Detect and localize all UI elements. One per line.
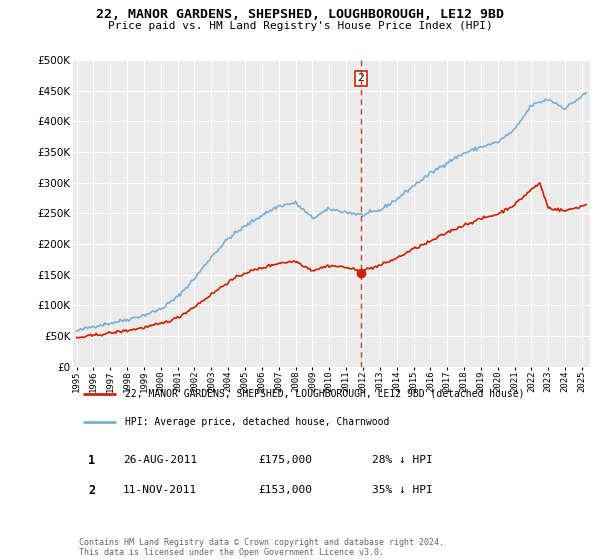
Text: Price paid vs. HM Land Registry's House Price Index (HPI): Price paid vs. HM Land Registry's House … — [107, 21, 493, 31]
Text: £153,000: £153,000 — [258, 485, 312, 495]
Text: 22, MANOR GARDENS, SHEPSHED, LOUGHBOROUGH, LE12 9BD: 22, MANOR GARDENS, SHEPSHED, LOUGHBOROUG… — [96, 8, 504, 21]
Text: HPI: Average price, detached house, Charnwood: HPI: Average price, detached house, Char… — [125, 417, 390, 427]
Text: 22, MANOR GARDENS, SHEPSHED, LOUGHBOROUGH, LE12 9BD (detached house): 22, MANOR GARDENS, SHEPSHED, LOUGHBOROUG… — [125, 389, 525, 399]
Text: £175,000: £175,000 — [258, 455, 312, 465]
Text: 28% ↓ HPI: 28% ↓ HPI — [372, 455, 433, 465]
Text: 26-AUG-2011: 26-AUG-2011 — [123, 455, 197, 465]
Text: 35% ↓ HPI: 35% ↓ HPI — [372, 485, 433, 495]
Text: 2: 2 — [88, 483, 95, 497]
Text: 11-NOV-2011: 11-NOV-2011 — [123, 485, 197, 495]
Text: 1: 1 — [88, 454, 95, 467]
Text: 2: 2 — [358, 73, 364, 83]
Text: Contains HM Land Registry data © Crown copyright and database right 2024.
This d: Contains HM Land Registry data © Crown c… — [79, 538, 444, 557]
